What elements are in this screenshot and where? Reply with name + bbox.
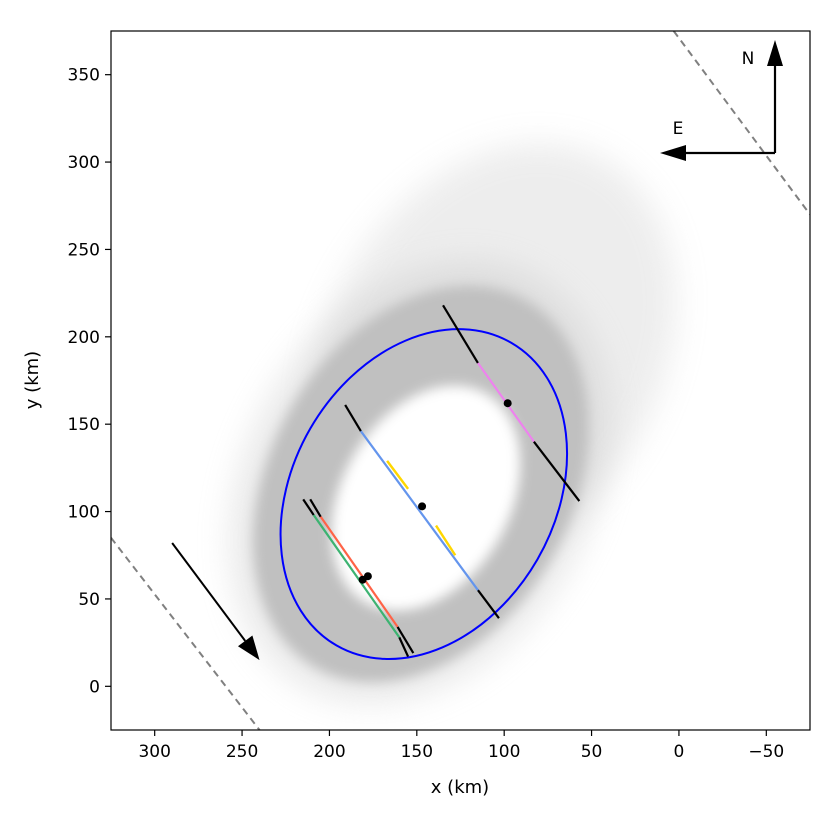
x-tick-label: 50 (581, 742, 603, 762)
y-tick-label: 150 (68, 415, 100, 435)
x-tick-label: 200 (313, 742, 345, 762)
shadow-limit-line-1 (111, 537, 261, 730)
chord-2-segment-2 (360, 430, 479, 591)
chord-2-uncertainty-mark (435, 524, 457, 556)
y-tick-label: 250 (68, 240, 100, 260)
north-label: N (742, 49, 755, 69)
envelope-hole (331, 385, 521, 611)
plot-frame (110, 30, 811, 731)
y-tick-label: 0 (89, 677, 100, 697)
chord-2 (344, 404, 500, 619)
y-tick-label: 50 (78, 590, 100, 610)
motion-arrow-icon (237, 635, 260, 661)
chord-3 (309, 498, 415, 654)
y-tick-label: 350 (68, 66, 100, 86)
chord-4-segment-1 (302, 498, 315, 516)
east-arrow-icon (660, 145, 686, 161)
shadow-limit-lines (111, 31, 810, 730)
motion-arrow-shaft (171, 542, 246, 642)
fitted-ellipse (279, 328, 569, 661)
chord-4-segment-3 (398, 636, 410, 658)
ellipse-layer (279, 328, 569, 661)
chord-3-segment-2 (319, 516, 399, 628)
y-tick-label: 300 (68, 153, 100, 173)
y-tick-label: 100 (68, 503, 100, 523)
shadow-limit-line-2 (672, 31, 810, 216)
y-tick-label: 200 (68, 328, 100, 348)
chord-1-segment-3 (533, 440, 581, 502)
compass: N E (660, 40, 783, 161)
plot-area (111, 31, 810, 730)
x-tick-label: 150 (401, 742, 433, 762)
chord-3-segment-3 (396, 626, 415, 654)
chord-1 (442, 304, 581, 502)
chord-1-center-point (503, 399, 512, 408)
chord-2-segment-3 (477, 589, 500, 619)
chord-2-center-point (418, 502, 427, 511)
chords-layer (302, 304, 581, 658)
y-axis-label: y (km) (22, 351, 43, 409)
x-tick-label: 100 (488, 742, 520, 762)
north-arrow-icon (767, 40, 783, 66)
chord-4 (302, 498, 410, 658)
x-tick-label: 0 (674, 742, 685, 762)
chord-2-uncertainty-mark (386, 460, 410, 490)
chord-3-segment-1 (309, 498, 322, 518)
chord-1-segment-1 (442, 304, 479, 364)
motion-arrow-layer (171, 542, 260, 661)
x-tick-label: −50 (748, 742, 784, 762)
x-tick-label: 250 (226, 742, 258, 762)
chord-4-center-point (358, 575, 367, 584)
x-axis-label: x (km) (431, 777, 489, 798)
chord-4-segment-2 (312, 514, 401, 639)
east-label: E (673, 119, 684, 139)
x-tick-label: 300 (138, 742, 170, 762)
axis-ticks: 300 250 200 150 100 50 0 −50 0 50 100 150 200 250 300 3… (68, 66, 785, 762)
chord-2-segment-1 (344, 404, 362, 432)
